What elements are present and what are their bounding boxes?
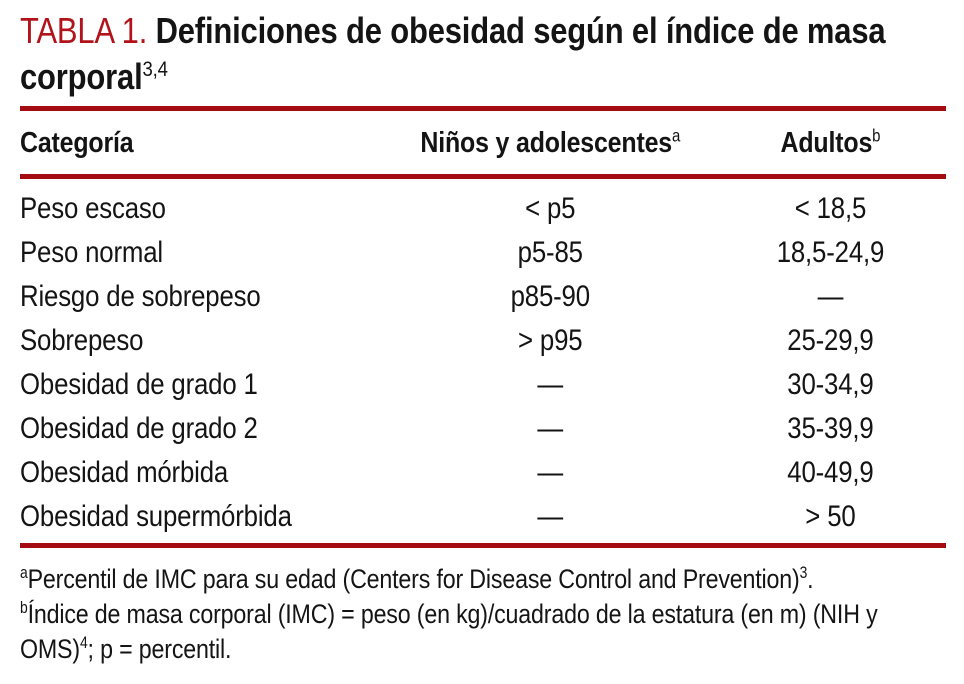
- footnote-b: bÍndice de masa corporal (IMC) = peso (e…: [20, 597, 946, 667]
- column-header-category: Categoría: [20, 127, 134, 159]
- table-row: Obesidad mórbida — 40-49,9: [20, 451, 946, 495]
- table-row: Obesidad de grado 1 — 30-34,9: [20, 363, 946, 407]
- footnote-a-suffix: .: [807, 564, 814, 594]
- table-header-row: Categoría Niños y adolescentesa Adultosb: [20, 111, 946, 174]
- footnote-marker-a: a: [671, 125, 681, 146]
- footnote-a: aPercentil de IMC para su edad (Centers …: [20, 562, 946, 597]
- children-value-cell: —: [537, 412, 564, 445]
- adults-value-cell: < 18,5: [794, 192, 867, 225]
- category-cell: Peso escaso: [20, 192, 166, 225]
- children-value-cell: p85-90: [510, 280, 590, 313]
- footnote-a-marker: a: [20, 564, 28, 582]
- category-cell: Obesidad supermórbida: [20, 500, 292, 533]
- category-cell: Obesidad de grado 1: [20, 368, 258, 401]
- table-title-text: Definiciones de obesidad según el índice…: [20, 10, 886, 97]
- footnote-b-suffix: ; p = percentil.: [87, 634, 232, 664]
- category-cell: Sobrepeso: [20, 324, 144, 357]
- table-row: Sobrepeso > p95 25-29,9: [20, 319, 946, 363]
- table-row: Obesidad de grado 2 — 35-39,9: [20, 407, 946, 451]
- footnote-marker-b: b: [872, 125, 881, 146]
- footnote-a-text: Percentil de IMC para su edad (Centers f…: [27, 564, 800, 594]
- category-cell: Obesidad de grado 2: [20, 412, 258, 445]
- footnote-b-marker: b: [20, 599, 28, 617]
- adults-value-cell: —: [817, 280, 844, 313]
- children-value-cell: —: [537, 500, 564, 533]
- children-value-cell: —: [537, 456, 564, 489]
- children-value-cell: > p95: [518, 324, 583, 357]
- category-cell: Obesidad mórbida: [20, 456, 229, 489]
- table-title: TABLA 1. Definiciones de obesidad según …: [20, 8, 946, 100]
- children-value-cell: < p5: [525, 192, 576, 225]
- adults-value-cell: 35-39,9: [787, 412, 874, 445]
- footnote-b-reference-superscript: 4: [79, 634, 88, 652]
- table-row: Obesidad supermórbida — > 50: [20, 495, 946, 539]
- adults-value-cell: > 50: [805, 500, 856, 533]
- adults-value-cell: 40-49,9: [787, 456, 874, 489]
- table-body: Peso escaso < p5 < 18,5 Peso normal p5-8…: [20, 179, 946, 543]
- footnote-a-reference-superscript: 3: [799, 564, 808, 582]
- table-row: Peso escaso < p5 < 18,5: [20, 187, 946, 231]
- divider-header-rule: [20, 174, 946, 179]
- table-row: Peso normal p5-85 18,5-24,9: [20, 231, 946, 275]
- adults-value-cell: 30-34,9: [787, 368, 874, 401]
- table-number-label: TABLA 1.: [20, 10, 148, 51]
- children-value-cell: p5-85: [517, 236, 583, 269]
- category-cell: Riesgo de sobrepeso: [20, 280, 261, 313]
- adults-value-cell: 25-29,9: [787, 324, 874, 357]
- column-header-adults: Adultosb: [780, 125, 881, 159]
- category-cell: Peso normal: [20, 236, 163, 269]
- children-value-cell: —: [537, 368, 564, 401]
- title-reference-superscript: 3,4: [142, 56, 168, 81]
- table-footnotes: aPercentil de IMC para su edad (Centers …: [20, 562, 946, 667]
- footnote-b-text: Índice de masa corporal (IMC) = peso (en…: [20, 599, 878, 664]
- divider-top-rule: [20, 106, 946, 111]
- column-header-children: Niños y adolescentesa: [420, 125, 681, 159]
- adults-value-cell: 18,5-24,9: [776, 236, 885, 269]
- table-row: Riesgo de sobrepeso p85-90 —: [20, 275, 946, 319]
- divider-bottom-rule: [20, 543, 946, 548]
- table-figure: TABLA 1. Definiciones de obesidad según …: [0, 8, 946, 667]
